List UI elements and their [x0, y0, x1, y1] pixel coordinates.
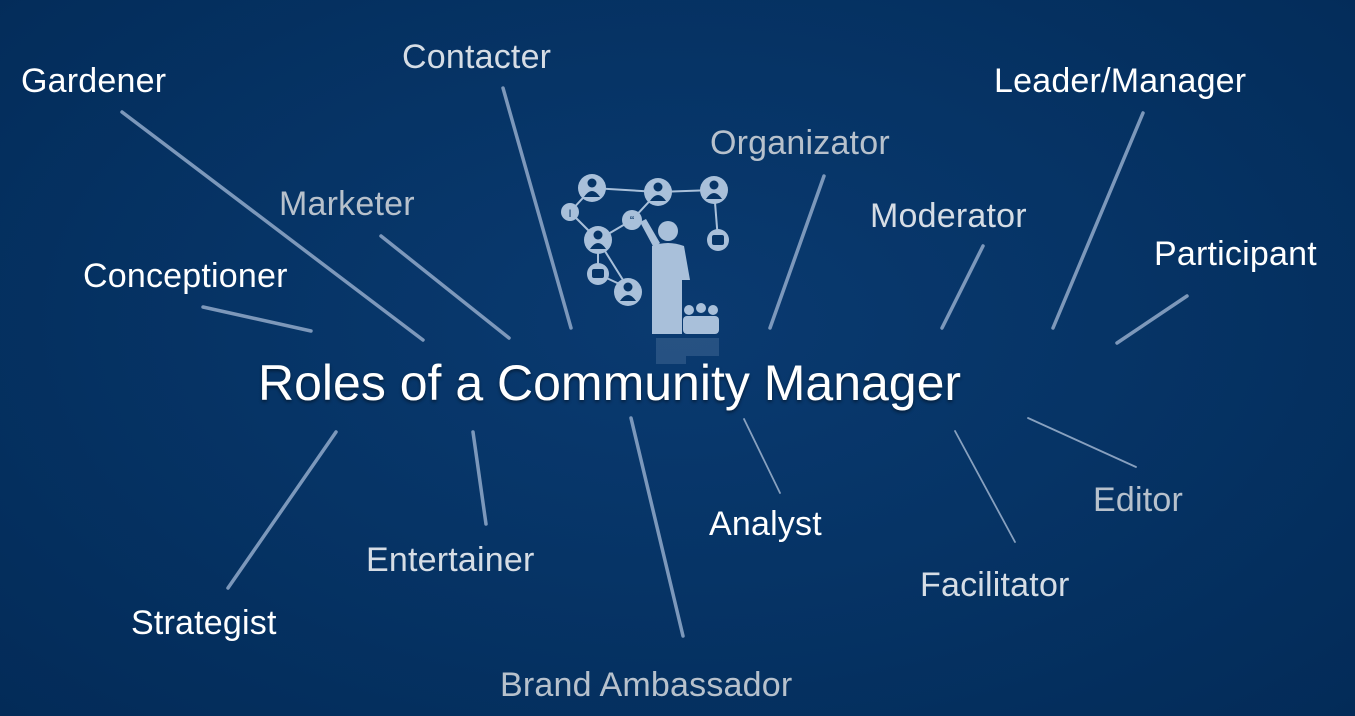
role-moderator: Moderator — [870, 197, 1027, 235]
connector-facilitator — [954, 430, 1016, 543]
connector-entertainer — [471, 430, 488, 526]
community-network-presenter-icon: “ I — [561, 174, 729, 364]
role-analyst: Analyst — [709, 505, 822, 543]
connector-moderator — [940, 244, 985, 330]
role-marketer: Marketer — [279, 185, 415, 223]
connector-marketer — [379, 234, 511, 340]
role-participant: Participant — [1154, 235, 1317, 273]
role-brand-ambassador: Brand Ambassador — [500, 666, 793, 704]
diagram-title: Roles of a Community Manager — [258, 355, 962, 411]
role-leader-manager: Leader/Manager — [994, 62, 1247, 100]
role-strategist: Strategist — [131, 604, 277, 642]
connector-organizator — [768, 174, 826, 330]
connector-contacter — [501, 86, 573, 330]
connector-analyst — [743, 418, 781, 494]
connector-editor — [1027, 417, 1137, 468]
role-conceptioner: Conceptioner — [83, 257, 288, 295]
role-gardener: Gardener — [21, 62, 167, 100]
svg-text:I: I — [568, 208, 571, 220]
role-entertainer: Entertainer — [366, 541, 535, 579]
role-contacter: Contacter — [402, 38, 552, 76]
role-organizator: Organizator — [710, 124, 890, 162]
connector-brand-ambassador — [629, 416, 685, 638]
connector-conceptioner — [201, 305, 313, 333]
connector-gardener — [120, 110, 425, 342]
connector-participant — [1115, 294, 1189, 345]
role-facilitator: Facilitator — [920, 566, 1070, 604]
connector-leader-manager — [1051, 111, 1145, 330]
svg-text:“: “ — [630, 213, 634, 228]
role-editor: Editor — [1093, 481, 1184, 519]
connector-strategist — [226, 430, 338, 590]
